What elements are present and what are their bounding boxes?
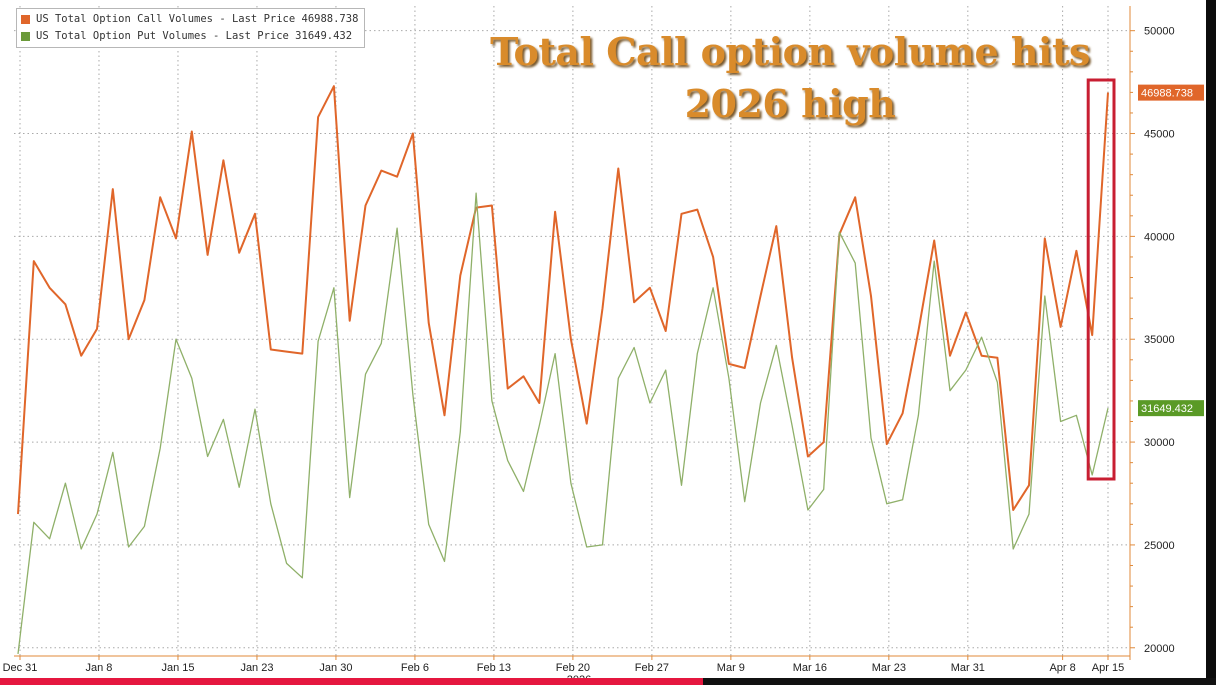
x-tick-label: Mar 9 — [717, 662, 745, 674]
put-last-value-tag — [1138, 400, 1204, 417]
x-tick-label: Feb 13 — [477, 662, 511, 674]
legend-swatch-call — [21, 15, 30, 24]
legend-swatch-put — [21, 32, 30, 41]
legend-item-call: US Total Option Call Volumes - Last Pric… — [21, 11, 358, 28]
video-progress-bar[interactable] — [0, 678, 1216, 685]
y-tick-label: 45000 — [1144, 129, 1175, 141]
x-tick-label: Feb 20 — [556, 662, 590, 674]
highlight-box — [1086, 78, 1116, 481]
y-tick-label: 35000 — [1144, 334, 1175, 346]
y-tick-label: 20000 — [1144, 643, 1175, 655]
put-last-value-tag-text: 31649.432 — [1141, 403, 1193, 415]
x-tick-label: Feb 6 — [401, 662, 429, 674]
y-tick-label: 50000 — [1144, 26, 1175, 38]
x-tick-label: Jan 23 — [240, 662, 273, 674]
headline-line-1: Total Call option volume hits — [490, 29, 1090, 74]
call-last-value-tag — [1138, 84, 1204, 101]
x-tick-label: Jan 15 — [161, 662, 194, 674]
x-tick-label: Apr 15 — [1092, 662, 1124, 674]
call-last-value-tag-text: 46988.738 — [1141, 88, 1193, 100]
y-tick-label: 40000 — [1144, 231, 1175, 243]
x-tick-label: Dec 31 — [3, 662, 38, 674]
legend-label-call: US Total Option Call Volumes - Last Pric… — [36, 13, 359, 25]
y-tick-label: 25000 — [1144, 540, 1175, 552]
legend-item-put: US Total Option Put Volumes - Last Price… — [21, 28, 358, 45]
video-progress-fill — [0, 678, 703, 685]
x-tick-label: Mar 23 — [872, 662, 906, 674]
x-tick-label: Apr 8 — [1049, 662, 1075, 674]
legend-label-put: US Total Option Put Volumes - Last Price… — [36, 30, 353, 42]
x-tick-label: Jan 8 — [86, 662, 113, 674]
put-volume-line — [17, 192, 1109, 654]
right-edge-band — [1206, 0, 1216, 685]
chart-legend: US Total Option Call Volumes - Last Pric… — [16, 8, 366, 48]
x-tick-label: Mar 16 — [793, 662, 827, 674]
headline-annotation: Total Call option volume hits 2026 high — [480, 26, 1100, 130]
x-tick-label: Feb 27 — [635, 662, 669, 674]
y-tick-label: 30000 — [1144, 437, 1175, 449]
x-tick-label: Mar 31 — [951, 662, 985, 674]
headline-line-2: 2026 high — [684, 81, 896, 126]
call-volume-line — [17, 85, 1109, 515]
x-tick-label: Jan 30 — [319, 662, 352, 674]
